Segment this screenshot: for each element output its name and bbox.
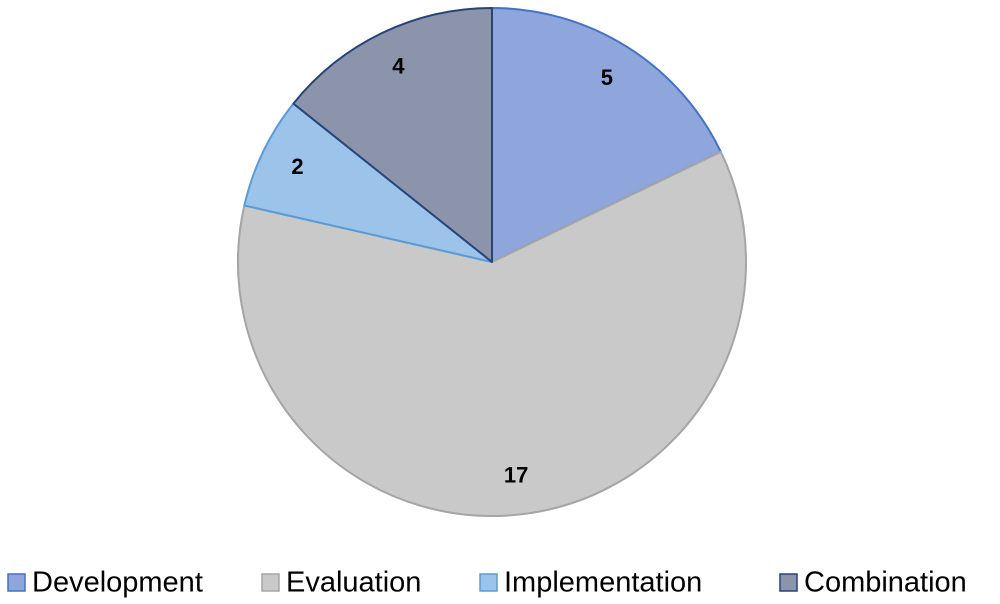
legend-swatch <box>479 573 498 592</box>
legend-label: Development <box>32 567 203 599</box>
data-label: 5 <box>601 65 613 90</box>
pie-slice <box>243 102 493 263</box>
legend-label: Evaluation <box>286 567 421 599</box>
pie-slice <box>292 7 493 263</box>
data-label: 4 <box>392 53 405 78</box>
data-label: 2 <box>291 154 303 179</box>
legend-swatch <box>779 573 798 592</box>
data-label: 17 <box>504 462 528 487</box>
pie-slice <box>491 7 722 263</box>
legend-swatch <box>261 573 280 592</box>
legend-swatch <box>7 573 26 592</box>
pie-slice <box>237 150 747 517</box>
legend-label: Implementation <box>504 567 702 599</box>
legend-label: Combination <box>804 567 967 599</box>
